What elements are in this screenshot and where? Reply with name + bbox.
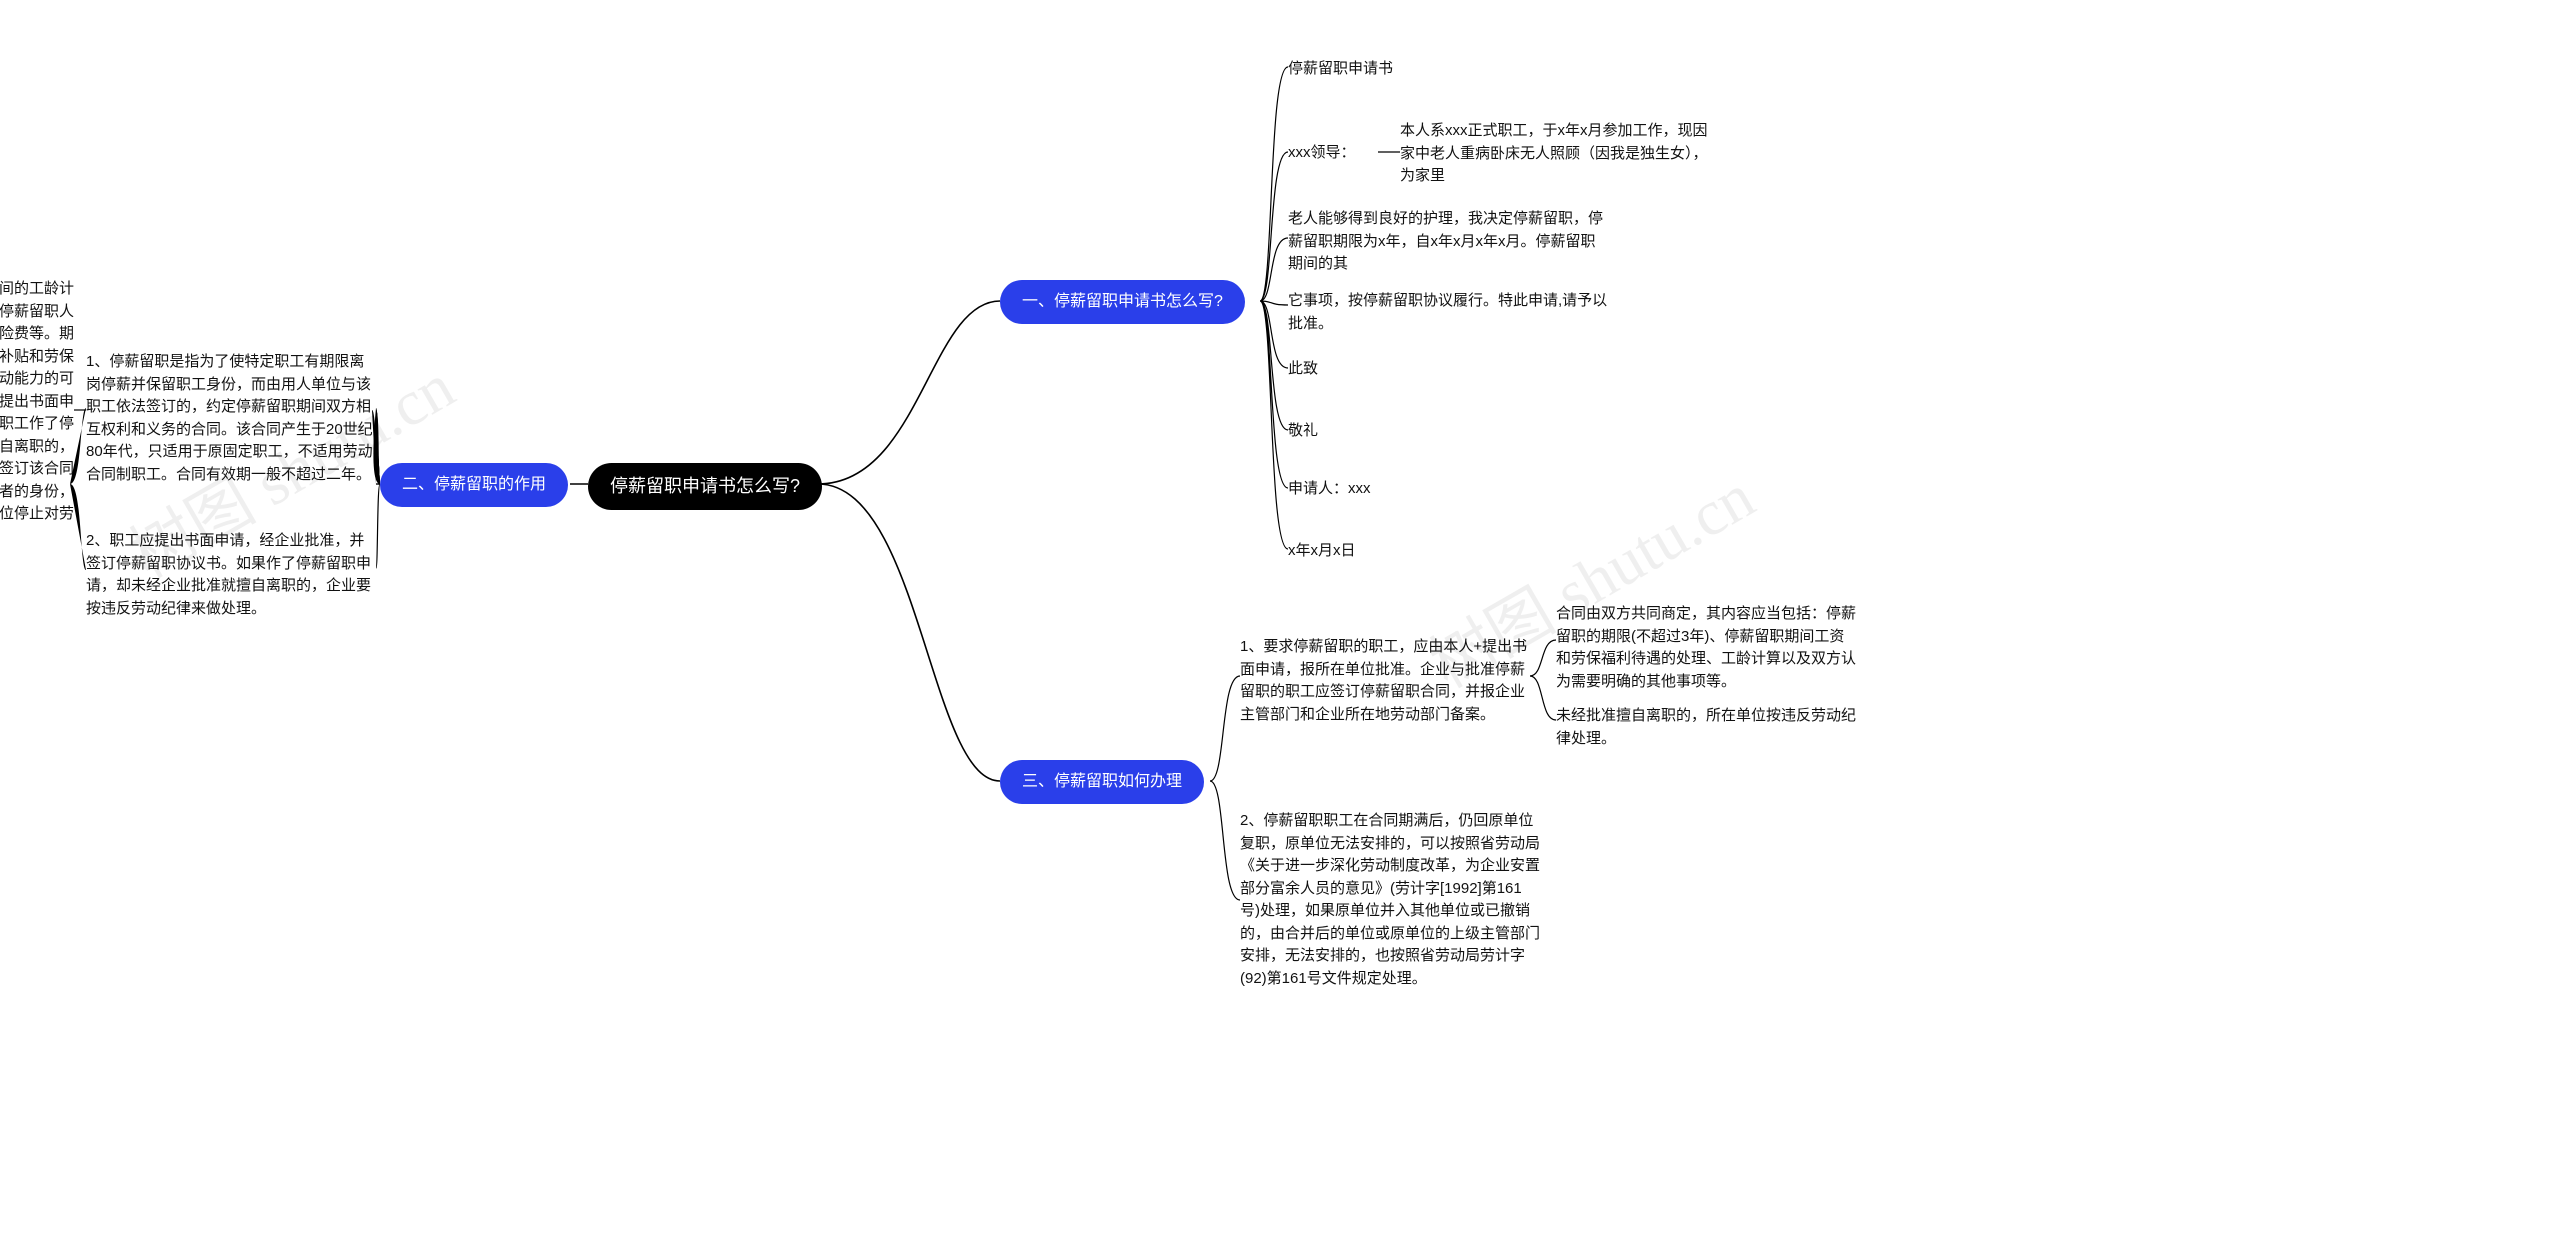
b3-leaf-0-sub-0: 合同由双方共同商定，其内容应当包括：停薪留职的期限(不超过3年)、停薪留职期间工…	[1556, 603, 1856, 693]
b3-leaf-0-sub-1: 未经批准擅自离职的，所在单位按违反劳动纪律处理。	[1556, 705, 1856, 750]
b3-leaf-1: 2、停薪留职职工在合同期满后，仍回原单位复职，原单位无法安排的，可以按照省劳动局…	[1240, 810, 1540, 990]
b1-leaf-6: 申请人：xxx	[1288, 478, 1438, 501]
b1-leaf-0: 停薪留职申请书	[1288, 58, 1588, 81]
edges-clean	[0, 0, 2560, 1235]
edge-layer-2	[0, 0, 2560, 1235]
edge-layer	[0, 0, 2560, 1235]
b3-leaf-0: 1、要求停薪留职的职工，应由本人+提出书面申请，报所在单位批准。企业与批准停薪留…	[1240, 636, 1530, 726]
branch-one[interactable]: 一、停薪留职申请书怎么写?	[1000, 280, 1245, 324]
branch-three[interactable]: 三、停薪留职如何办理	[1000, 760, 1204, 804]
b1-leaf-7: x年x月x日	[1288, 540, 1408, 563]
b1-leaf-4: 此致	[1288, 358, 1368, 381]
b1-leaf-3: 它事项，按停薪留职协议履行。特此申请,请予以批准。	[1288, 290, 1608, 335]
b1-leaf-1: xxx领导：	[1288, 142, 1378, 165]
b1-leaf-5: 敬礼	[1288, 420, 1368, 443]
b1-leaf-2: 老人能够得到良好的护理，我决定停薪留职，停薪留职期限为x年，自x年x月x年x月。…	[1288, 208, 1608, 276]
branch-two[interactable]: 二、停薪留职的作用	[380, 463, 568, 507]
b2-leaf-1: 2、职工应提出书面申请，经企业批准，并签订停薪留职协议书。如果作了停薪留职申请，…	[86, 530, 376, 620]
b1-leaf-1-sub: 本人系xxx正式职工，于x年x月参加工作，现因家中老人重病卧床无人照顾（因我是独…	[1400, 120, 1710, 188]
b2-leaf-0-sub: 其内容包括：停薪留职的时间、其间的工龄计算、是否继续享受劳保福利待遇、停薪留职人…	[0, 278, 74, 548]
root-node[interactable]: 停薪留职申请书怎么写?	[588, 463, 822, 510]
b2-leaf-0: 1、停薪留职是指为了使特定职工有期限离岗停薪并保留职工身份，而由用人单位与该职工…	[86, 351, 376, 486]
